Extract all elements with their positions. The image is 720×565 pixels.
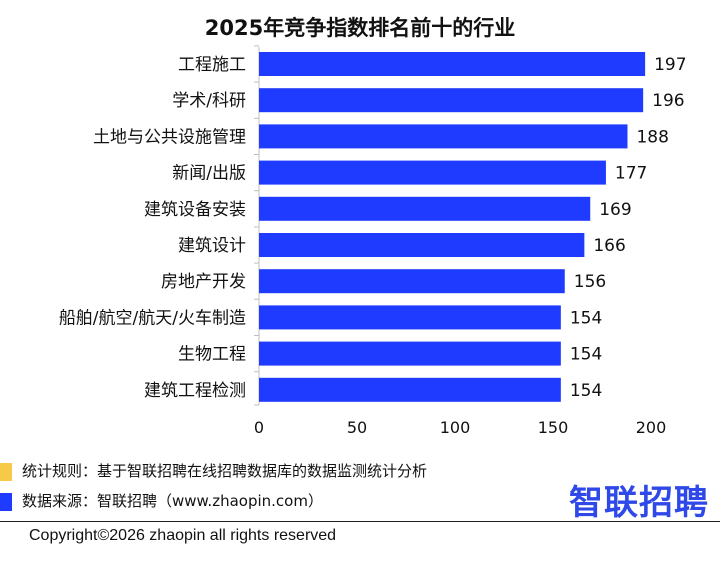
category-label: 新闻/出版 xyxy=(172,164,246,184)
category-label: 建筑设备安装 xyxy=(144,200,246,220)
copyright-text: Copyright©2026 zhaopin all rights reserv… xyxy=(29,527,337,544)
category-label: 生物工程 xyxy=(178,345,246,365)
category-label: 建筑工程检测 xyxy=(144,381,246,401)
legend-marker-blue xyxy=(0,493,12,511)
bar xyxy=(259,233,585,257)
bar xyxy=(259,88,644,113)
category-label: 房地产开发 xyxy=(161,272,246,292)
bar xyxy=(259,160,606,185)
bar xyxy=(259,305,561,330)
bar xyxy=(259,52,646,76)
zhaopin-logo: 智联招聘 xyxy=(569,483,709,523)
data-label: 154 xyxy=(570,308,602,328)
data-label: 188 xyxy=(636,127,668,147)
footnote-rule: 统计规则：基于智联招聘在线招聘数据库的数据监测统计分析 xyxy=(22,462,428,480)
x-tick-label: 150 xyxy=(538,418,569,437)
bar xyxy=(259,196,591,221)
bar-chart: 工程施工 197 学术/科研 196 土地与公共设施管理 188 新闻/出版 177 建筑设备安… xyxy=(59,45,687,437)
bar xyxy=(259,124,628,149)
category-label: 工程施工 xyxy=(178,55,246,75)
data-label: 154 xyxy=(570,345,602,365)
data-label: 156 xyxy=(574,272,606,292)
bar xyxy=(259,377,561,402)
bar xyxy=(259,269,565,294)
data-label: 169 xyxy=(599,200,631,220)
data-label: 166 xyxy=(593,236,625,256)
x-tick-label: 0 xyxy=(254,418,264,437)
bar xyxy=(259,341,561,366)
data-label: 154 xyxy=(570,381,602,401)
data-label: 177 xyxy=(615,164,647,184)
legend-marker-yellow xyxy=(0,463,12,481)
category-label: 学术/科研 xyxy=(172,91,246,111)
x-tick-label: 200 xyxy=(636,418,667,437)
chart-title: 2025年竞争指数排名前十的行业 xyxy=(204,16,516,40)
footnote-source: 数据来源：智联招聘（www.zhaopin.com） xyxy=(22,492,323,510)
x-tick-label: 100 xyxy=(440,418,471,437)
x-tick-label: 50 xyxy=(347,418,367,437)
data-label: 197 xyxy=(654,55,686,75)
category-label: 船舶/航空/航天/火车制造 xyxy=(59,308,246,328)
data-label: 196 xyxy=(652,91,684,111)
category-label: 建筑设计 xyxy=(178,236,246,256)
divider xyxy=(0,521,720,522)
category-label: 土地与公共设施管理 xyxy=(93,127,246,147)
